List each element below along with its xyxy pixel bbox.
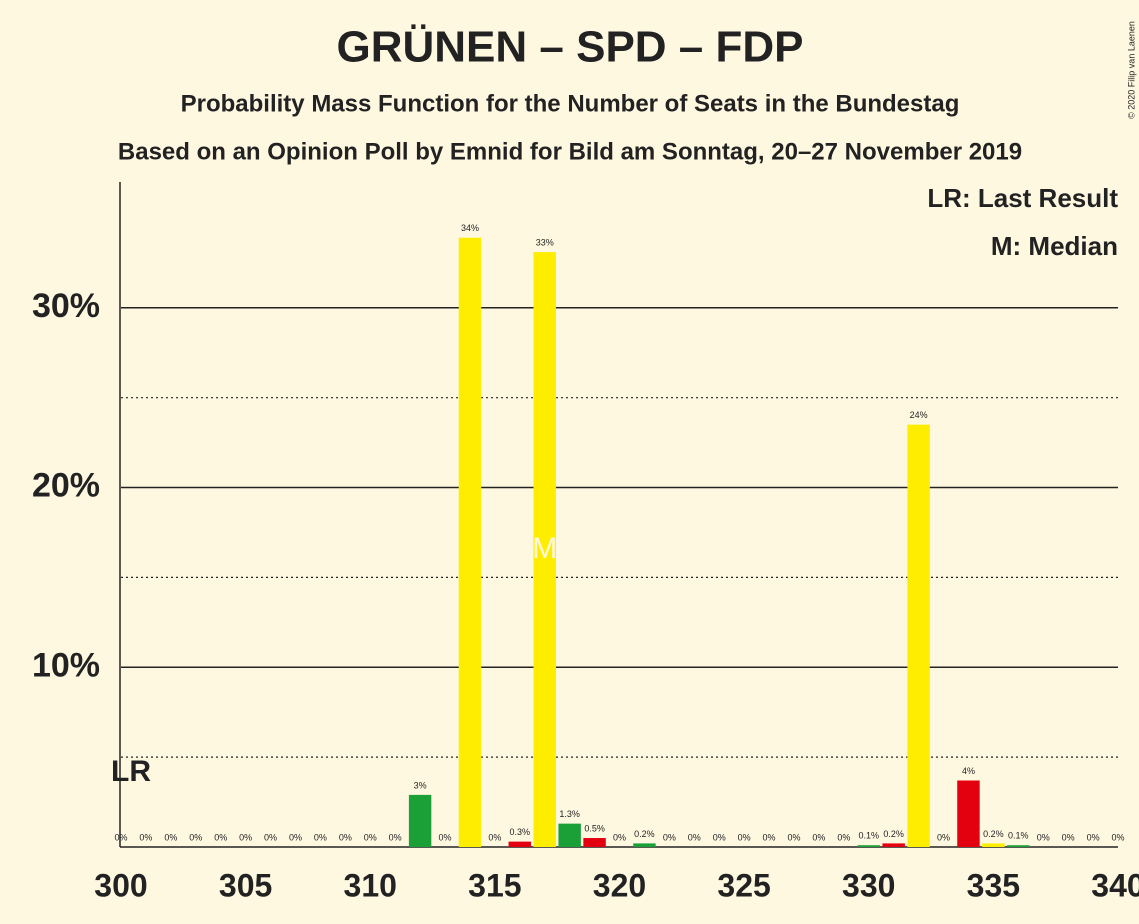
value-label: 0% xyxy=(189,832,202,842)
bar xyxy=(1007,845,1030,847)
value-label: 0% xyxy=(439,832,452,842)
value-label: 0% xyxy=(812,832,825,842)
value-label: 0% xyxy=(1062,832,1075,842)
value-label: 0% xyxy=(1087,832,1100,842)
bar xyxy=(533,252,556,847)
x-tick-label: 325 xyxy=(717,867,770,903)
value-label: 0% xyxy=(837,832,850,842)
median-marker: M xyxy=(532,532,557,565)
chart-subtitle: Probability Mass Function for the Number… xyxy=(181,90,960,117)
y-tick-label: 20% xyxy=(32,467,100,505)
value-label: 0% xyxy=(239,832,252,842)
value-label: 0% xyxy=(164,832,177,842)
bar xyxy=(907,424,930,847)
value-label: 0% xyxy=(937,832,950,842)
value-label: 0.1% xyxy=(858,831,879,841)
value-label: 0% xyxy=(314,832,327,842)
bar xyxy=(882,843,905,847)
value-label: 0% xyxy=(364,832,377,842)
value-label: 0% xyxy=(713,832,726,842)
bar xyxy=(583,838,606,847)
copyright: © 2020 Filip van Laenen xyxy=(1126,21,1136,119)
value-label: 0% xyxy=(663,832,676,842)
value-label: 0% xyxy=(1111,832,1124,842)
value-label: 33% xyxy=(536,237,554,247)
value-label: 0.3% xyxy=(510,827,531,837)
value-label: 0% xyxy=(787,832,800,842)
value-label: 24% xyxy=(910,410,928,420)
value-label: 34% xyxy=(461,223,479,233)
legend-entry: M: Median xyxy=(991,231,1118,261)
value-label: 0.2% xyxy=(634,829,655,839)
value-label: 0% xyxy=(688,832,701,842)
x-tick-label: 300 xyxy=(94,867,147,903)
value-label: 0% xyxy=(389,832,402,842)
x-tick-label: 315 xyxy=(468,867,521,903)
bar xyxy=(633,843,656,847)
value-label: 0.5% xyxy=(584,823,605,833)
chart-title: GRÜNEN – SPD – FDP xyxy=(337,23,804,72)
value-label: 0.2% xyxy=(883,829,904,839)
value-label: 0% xyxy=(289,832,302,842)
value-label: 1.3% xyxy=(559,809,580,819)
legend-entry: LR: Last Result xyxy=(927,183,1118,213)
value-label: 0% xyxy=(264,832,277,842)
chart-subtitle: Based on an Opinion Poll by Emnid for Bi… xyxy=(118,138,1022,165)
value-label: 4% xyxy=(962,766,975,776)
value-label: 0% xyxy=(114,832,127,842)
bar xyxy=(957,780,980,847)
bar xyxy=(558,823,581,847)
x-tick-label: 330 xyxy=(842,867,895,903)
value-label: 0% xyxy=(214,832,227,842)
y-tick-label: 10% xyxy=(32,646,100,684)
value-label: 0% xyxy=(488,832,501,842)
bar xyxy=(857,845,880,847)
value-label: 0% xyxy=(613,832,626,842)
x-tick-label: 340 xyxy=(1091,867,1139,903)
y-tick-label: 30% xyxy=(32,287,100,325)
bar xyxy=(508,841,532,847)
value-label: 0.2% xyxy=(983,829,1004,839)
value-label: 0% xyxy=(1037,832,1050,842)
value-label: 0% xyxy=(139,832,152,842)
value-label: 0% xyxy=(738,832,751,842)
value-label: 0% xyxy=(763,832,776,842)
bar xyxy=(408,794,432,847)
x-tick-label: 310 xyxy=(344,867,397,903)
bar xyxy=(458,237,482,848)
x-tick-label: 320 xyxy=(593,867,646,903)
bar xyxy=(982,843,1005,847)
x-tick-label: 335 xyxy=(967,867,1020,903)
value-label: 3% xyxy=(414,780,427,790)
x-tick-label: 305 xyxy=(219,867,272,903)
value-label: 0.1% xyxy=(1008,831,1029,841)
last-result-marker: LR xyxy=(111,755,151,788)
value-label: 0% xyxy=(339,832,352,842)
